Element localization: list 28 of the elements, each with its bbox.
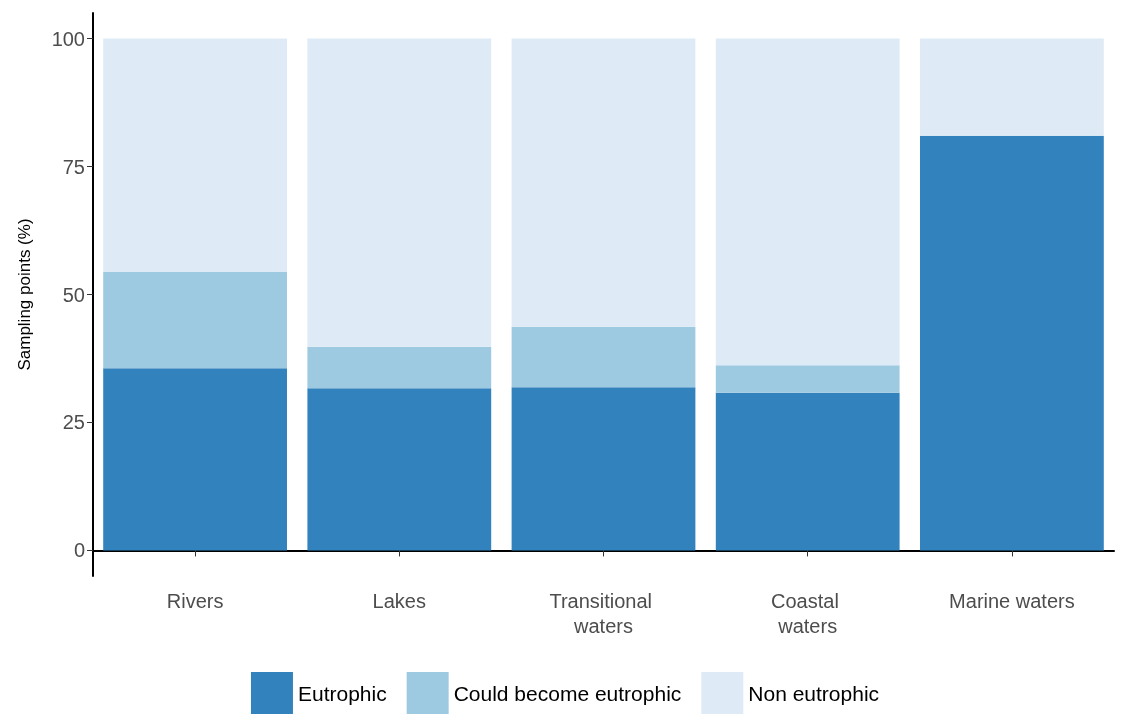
y-tick-label: 50 bbox=[62, 283, 85, 306]
bar bbox=[511, 387, 696, 551]
bar bbox=[715, 365, 900, 393]
bar bbox=[307, 388, 492, 551]
bar bbox=[511, 38, 696, 327]
bar bbox=[103, 38, 287, 272]
y-tick-label: 75 bbox=[62, 155, 85, 178]
legend-label: Non eutrophic bbox=[748, 681, 880, 705]
y-axis-title: Sampling points (%) bbox=[15, 218, 34, 371]
bar bbox=[920, 135, 1104, 551]
x-tick-label: Marine waters bbox=[949, 589, 1075, 612]
bar bbox=[307, 346, 492, 389]
bar bbox=[307, 38, 492, 347]
y-tick-label: 0 bbox=[73, 539, 85, 562]
x-tick-label: Lakes bbox=[372, 589, 426, 612]
x-tick-label: Coastal waters bbox=[771, 589, 845, 637]
bar bbox=[103, 368, 287, 551]
bar bbox=[715, 38, 900, 366]
y-tick-label: 100 bbox=[51, 27, 85, 50]
legend-label: Could become eutrophic bbox=[453, 681, 682, 705]
x-tick-label: Transitional waters bbox=[549, 589, 658, 637]
legend-label: Eutrophic bbox=[297, 681, 387, 705]
bar bbox=[715, 392, 900, 551]
bar bbox=[103, 271, 287, 369]
y-tick-label: 25 bbox=[62, 411, 85, 434]
bar bbox=[920, 38, 1104, 136]
bar bbox=[511, 326, 696, 388]
x-tick-label: Rivers bbox=[166, 589, 224, 612]
